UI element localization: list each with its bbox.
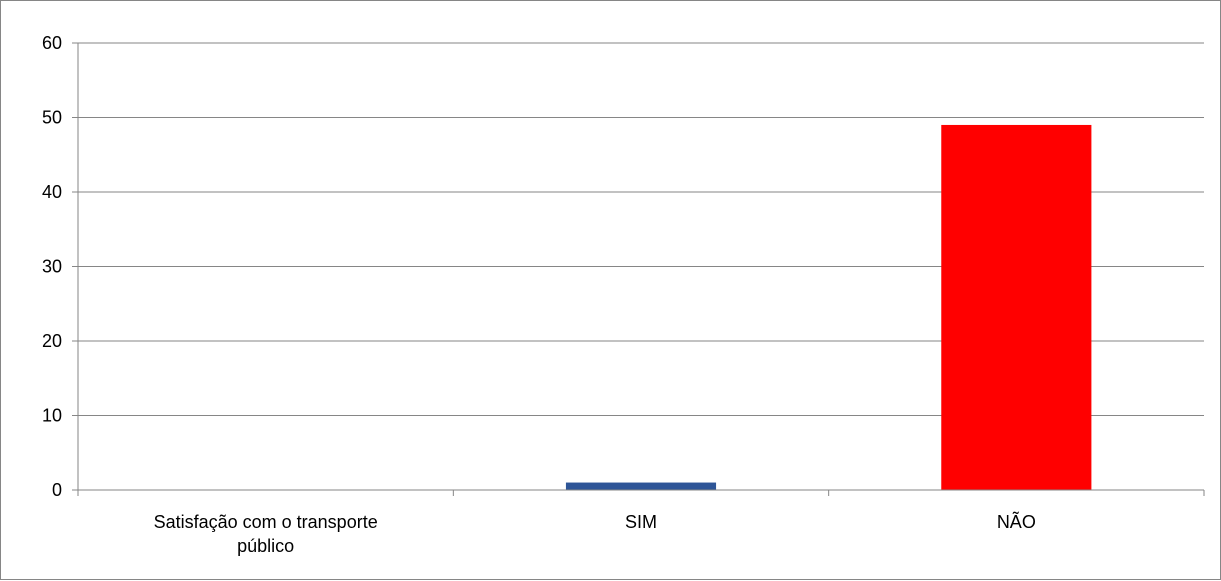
x-axis-category-labels: Satisfação com o transporte público SIM NÃO — [154, 511, 1036, 556]
x-category-label: NÃO — [997, 511, 1036, 532]
y-tick-label: 60 — [42, 33, 62, 53]
axes — [72, 42, 1205, 496]
bar — [565, 482, 717, 490]
y-axis-tick-labels: 0 10 20 30 40 50 60 — [42, 33, 62, 500]
y-tick-label: 0 — [52, 480, 62, 500]
x-category-label: Satisfação com o transporte público — [154, 512, 378, 556]
bars — [565, 124, 1092, 490]
y-tick-label: 40 — [42, 182, 62, 202]
y-tick-label: 10 — [42, 406, 62, 426]
y-tick-label: 30 — [42, 257, 62, 277]
bar — [941, 124, 1092, 490]
y-tick-label: 20 — [42, 331, 62, 351]
x-category-label: SIM — [625, 512, 657, 532]
y-tick-label: 50 — [42, 108, 62, 128]
